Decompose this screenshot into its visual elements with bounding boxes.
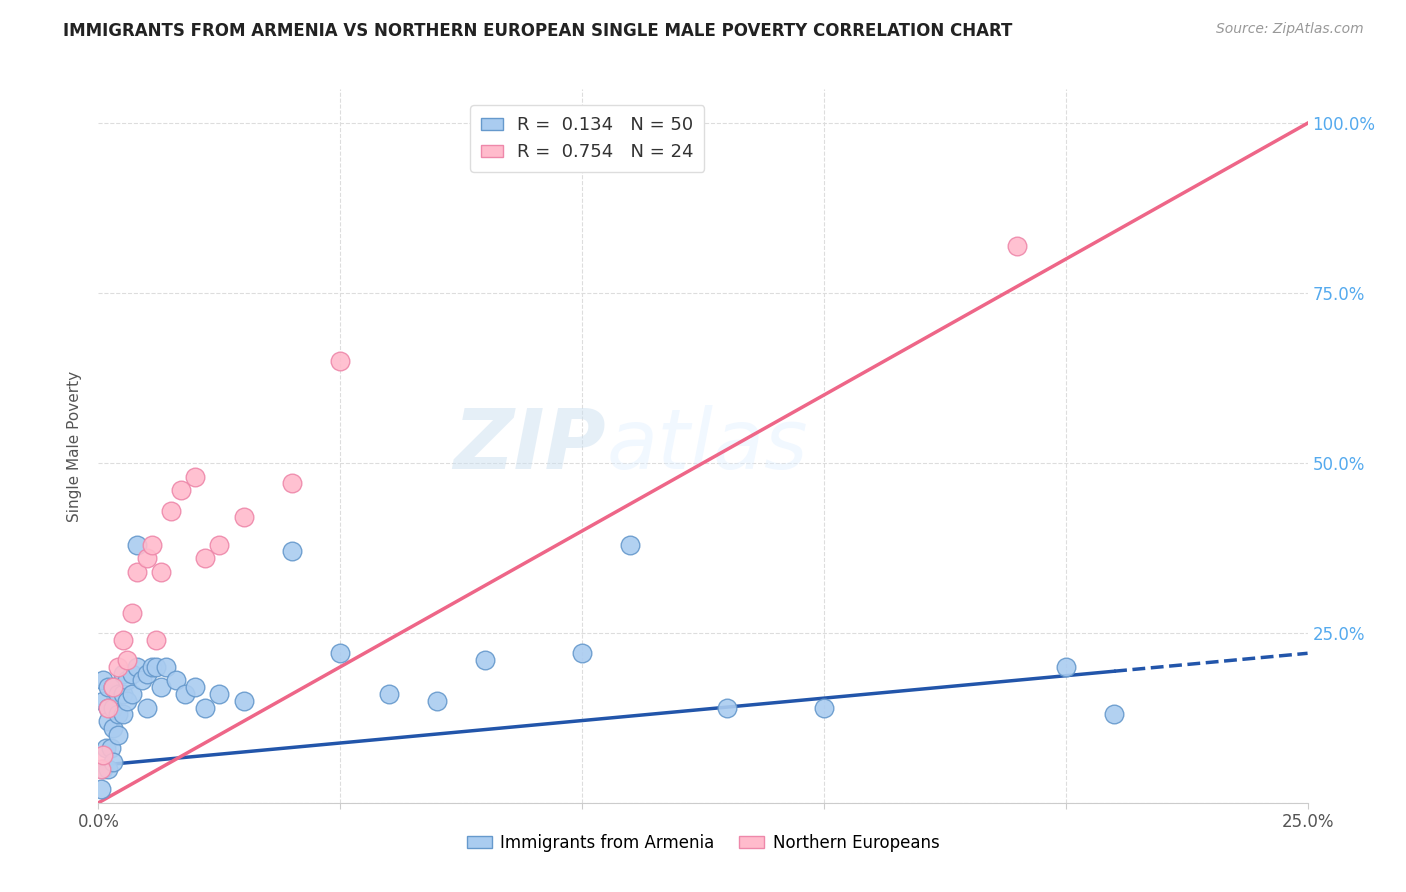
Point	[281, 476, 304, 491]
Text: IMMIGRANTS FROM ARMENIA VS NORTHERN EUROPEAN SINGLE MALE POVERTY CORRELATION CHA: IMMIGRANTS FROM ARMENIA VS NORTHERN EURO…	[63, 22, 1012, 40]
Point	[111, 666, 134, 681]
Point	[150, 680, 173, 694]
Legend: Immigrants from Armenia, Northern Europeans: Immigrants from Armenia, Northern Europe…	[460, 828, 946, 859]
Point	[97, 680, 120, 694]
Point	[1102, 707, 1125, 722]
Text: Source: ZipAtlas.com: Source: ZipAtlas.com	[1216, 22, 1364, 37]
Point	[165, 673, 187, 688]
Point	[184, 680, 207, 694]
Point	[121, 606, 143, 620]
Point	[145, 660, 167, 674]
Point	[232, 694, 254, 708]
Point	[101, 680, 124, 694]
Point	[329, 354, 352, 368]
Point	[117, 694, 139, 708]
Point	[91, 694, 114, 708]
Point	[184, 469, 207, 483]
Point	[111, 707, 134, 722]
Point	[813, 700, 835, 714]
Point	[101, 755, 124, 769]
Point	[135, 551, 157, 566]
Point	[90, 782, 112, 797]
Point	[281, 544, 304, 558]
Point	[160, 503, 183, 517]
Text: ZIP: ZIP	[454, 406, 606, 486]
Point	[101, 721, 124, 735]
Point	[194, 700, 217, 714]
Point	[117, 653, 139, 667]
Point	[150, 565, 173, 579]
Point	[131, 673, 153, 688]
Point	[94, 741, 117, 756]
Point	[127, 537, 149, 551]
Point	[208, 687, 231, 701]
Point	[127, 660, 149, 674]
Point	[169, 483, 191, 498]
Point	[127, 565, 149, 579]
Point	[208, 537, 231, 551]
Point	[90, 762, 112, 776]
Point	[571, 646, 593, 660]
Point	[101, 700, 124, 714]
Point	[329, 646, 352, 660]
Point	[595, 129, 617, 144]
Point	[174, 687, 197, 701]
Point	[101, 680, 124, 694]
Point	[716, 700, 738, 714]
Point	[121, 687, 143, 701]
Point	[91, 748, 114, 763]
Point	[117, 673, 139, 688]
Point	[619, 537, 641, 551]
Point	[91, 762, 114, 776]
Point	[107, 687, 129, 701]
Point	[135, 666, 157, 681]
Point	[111, 687, 134, 701]
Point	[111, 632, 134, 647]
Point	[194, 551, 217, 566]
Point	[97, 700, 120, 714]
Point	[155, 660, 177, 674]
Point	[100, 741, 122, 756]
Point	[107, 707, 129, 722]
Point	[141, 660, 163, 674]
Point	[107, 660, 129, 674]
Point	[571, 129, 593, 144]
Point	[97, 714, 120, 729]
Point	[97, 700, 120, 714]
Point	[232, 510, 254, 524]
Point	[121, 666, 143, 681]
Point	[1054, 660, 1077, 674]
Point	[426, 694, 449, 708]
Point	[91, 673, 114, 688]
Point	[1007, 238, 1029, 252]
Point	[141, 537, 163, 551]
Point	[145, 632, 167, 647]
Point	[107, 728, 129, 742]
Point	[377, 687, 399, 701]
Text: atlas: atlas	[606, 406, 808, 486]
Point	[474, 653, 496, 667]
Y-axis label: Single Male Poverty: Single Male Poverty	[67, 370, 83, 522]
Point	[97, 762, 120, 776]
Point	[135, 700, 157, 714]
